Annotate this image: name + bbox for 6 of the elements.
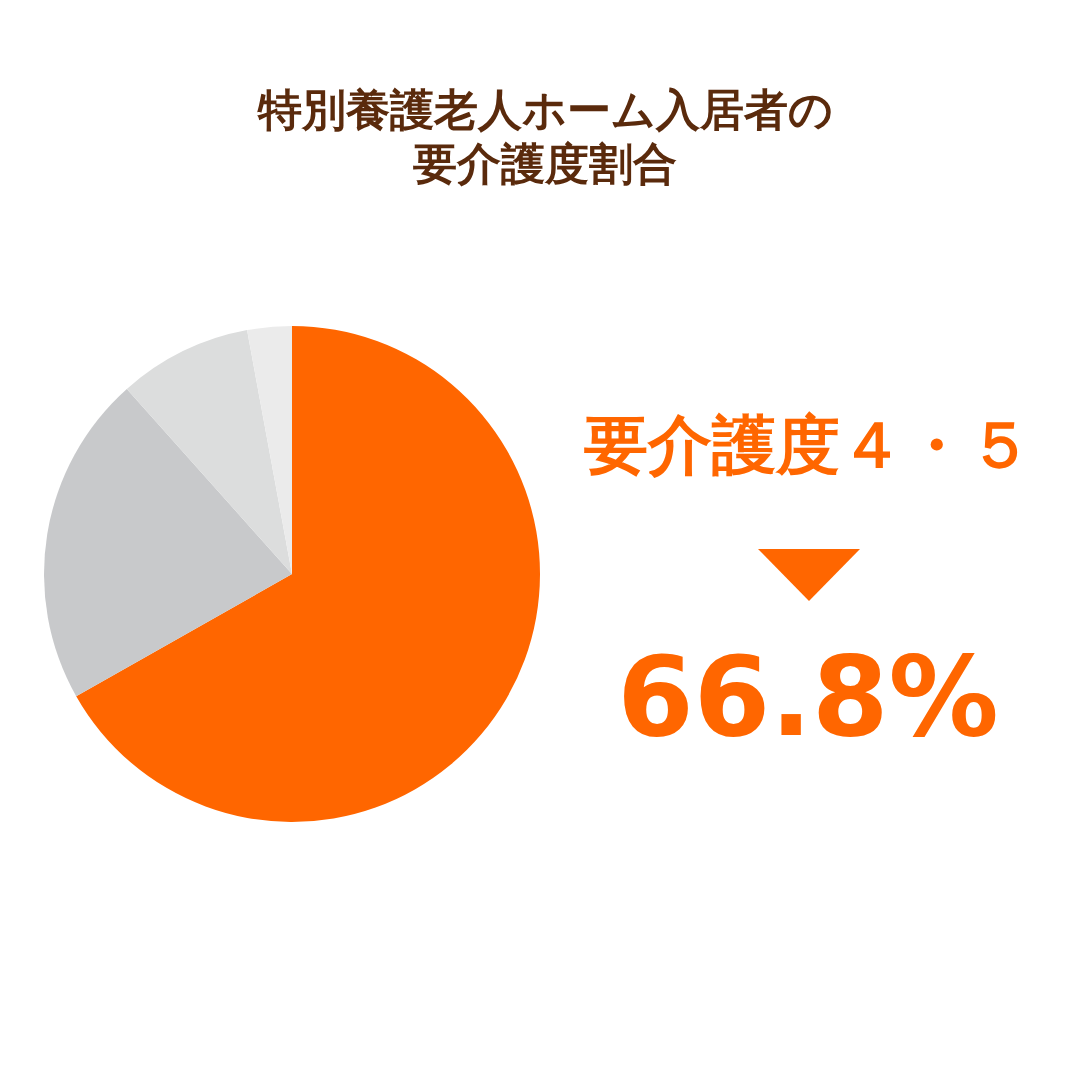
text: 66.8% [617, 633, 999, 761]
text: 要介護度４・５ [584, 408, 1032, 482]
pie-slice [44, 389, 292, 697]
chart-title: 特別養護老人ホーム入居者の要介護度割合 [256, 84, 833, 189]
pie-slice [76, 326, 540, 822]
pie-slice [126, 330, 292, 574]
